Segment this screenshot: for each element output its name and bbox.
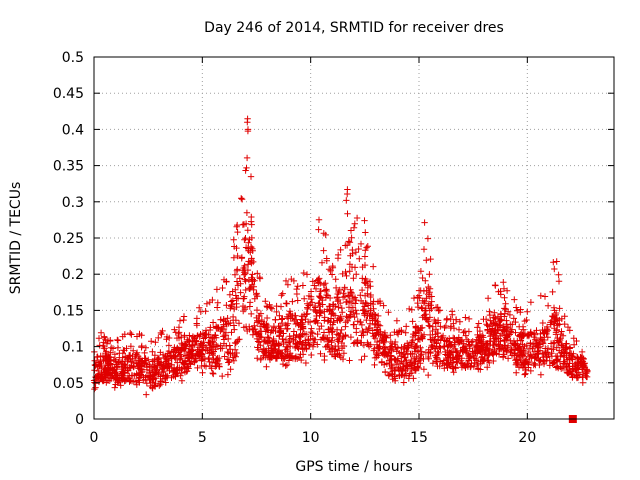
y-tick-label: 0.35 bbox=[53, 159, 84, 175]
y-axis-title: SRMTID / TECUs bbox=[8, 182, 24, 295]
y-tick-label: 0.15 bbox=[53, 303, 84, 319]
x-tick-label: 20 bbox=[518, 430, 536, 446]
y-tick-label: 0.5 bbox=[62, 50, 84, 66]
x-tick-label: 5 bbox=[198, 430, 207, 446]
srmtid-plus-markers bbox=[90, 115, 591, 398]
y-tick-label: 0.05 bbox=[53, 376, 84, 392]
x-tick-label: 15 bbox=[410, 430, 428, 446]
y-tick-label: 0.3 bbox=[62, 195, 84, 211]
x-tick-label: 0 bbox=[90, 430, 99, 446]
tick-labels: 0 0.05 0.1 0.15 0.2 0.25 0.3 0.35 0.4 0.45 0.5 0 5 10… bbox=[53, 50, 536, 446]
y-tick-label: 0.25 bbox=[53, 231, 84, 247]
x-tick-label: 10 bbox=[302, 430, 320, 446]
y-tick-label: 0 bbox=[75, 412, 84, 428]
chart-title: Day 246 of 2014, SRMTID for receiver dre… bbox=[204, 20, 504, 36]
y-tick-label: 0.4 bbox=[62, 122, 84, 138]
x-axis-title: GPS time / hours bbox=[295, 459, 412, 475]
y-tick-label: 0.45 bbox=[53, 86, 84, 102]
y-tick-label: 0.2 bbox=[62, 267, 84, 283]
y-tick-label: 0.1 bbox=[62, 340, 84, 356]
axis-ticks bbox=[93, 56, 614, 420]
